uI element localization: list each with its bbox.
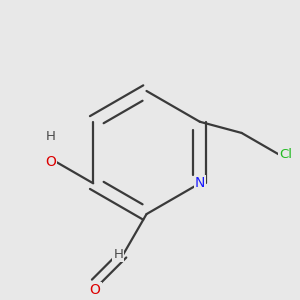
Text: O: O <box>45 155 56 169</box>
Text: O: O <box>89 283 100 297</box>
Text: H: H <box>113 248 123 261</box>
Text: Cl: Cl <box>279 148 292 161</box>
Text: H: H <box>46 130 56 143</box>
Text: N: N <box>195 176 205 190</box>
